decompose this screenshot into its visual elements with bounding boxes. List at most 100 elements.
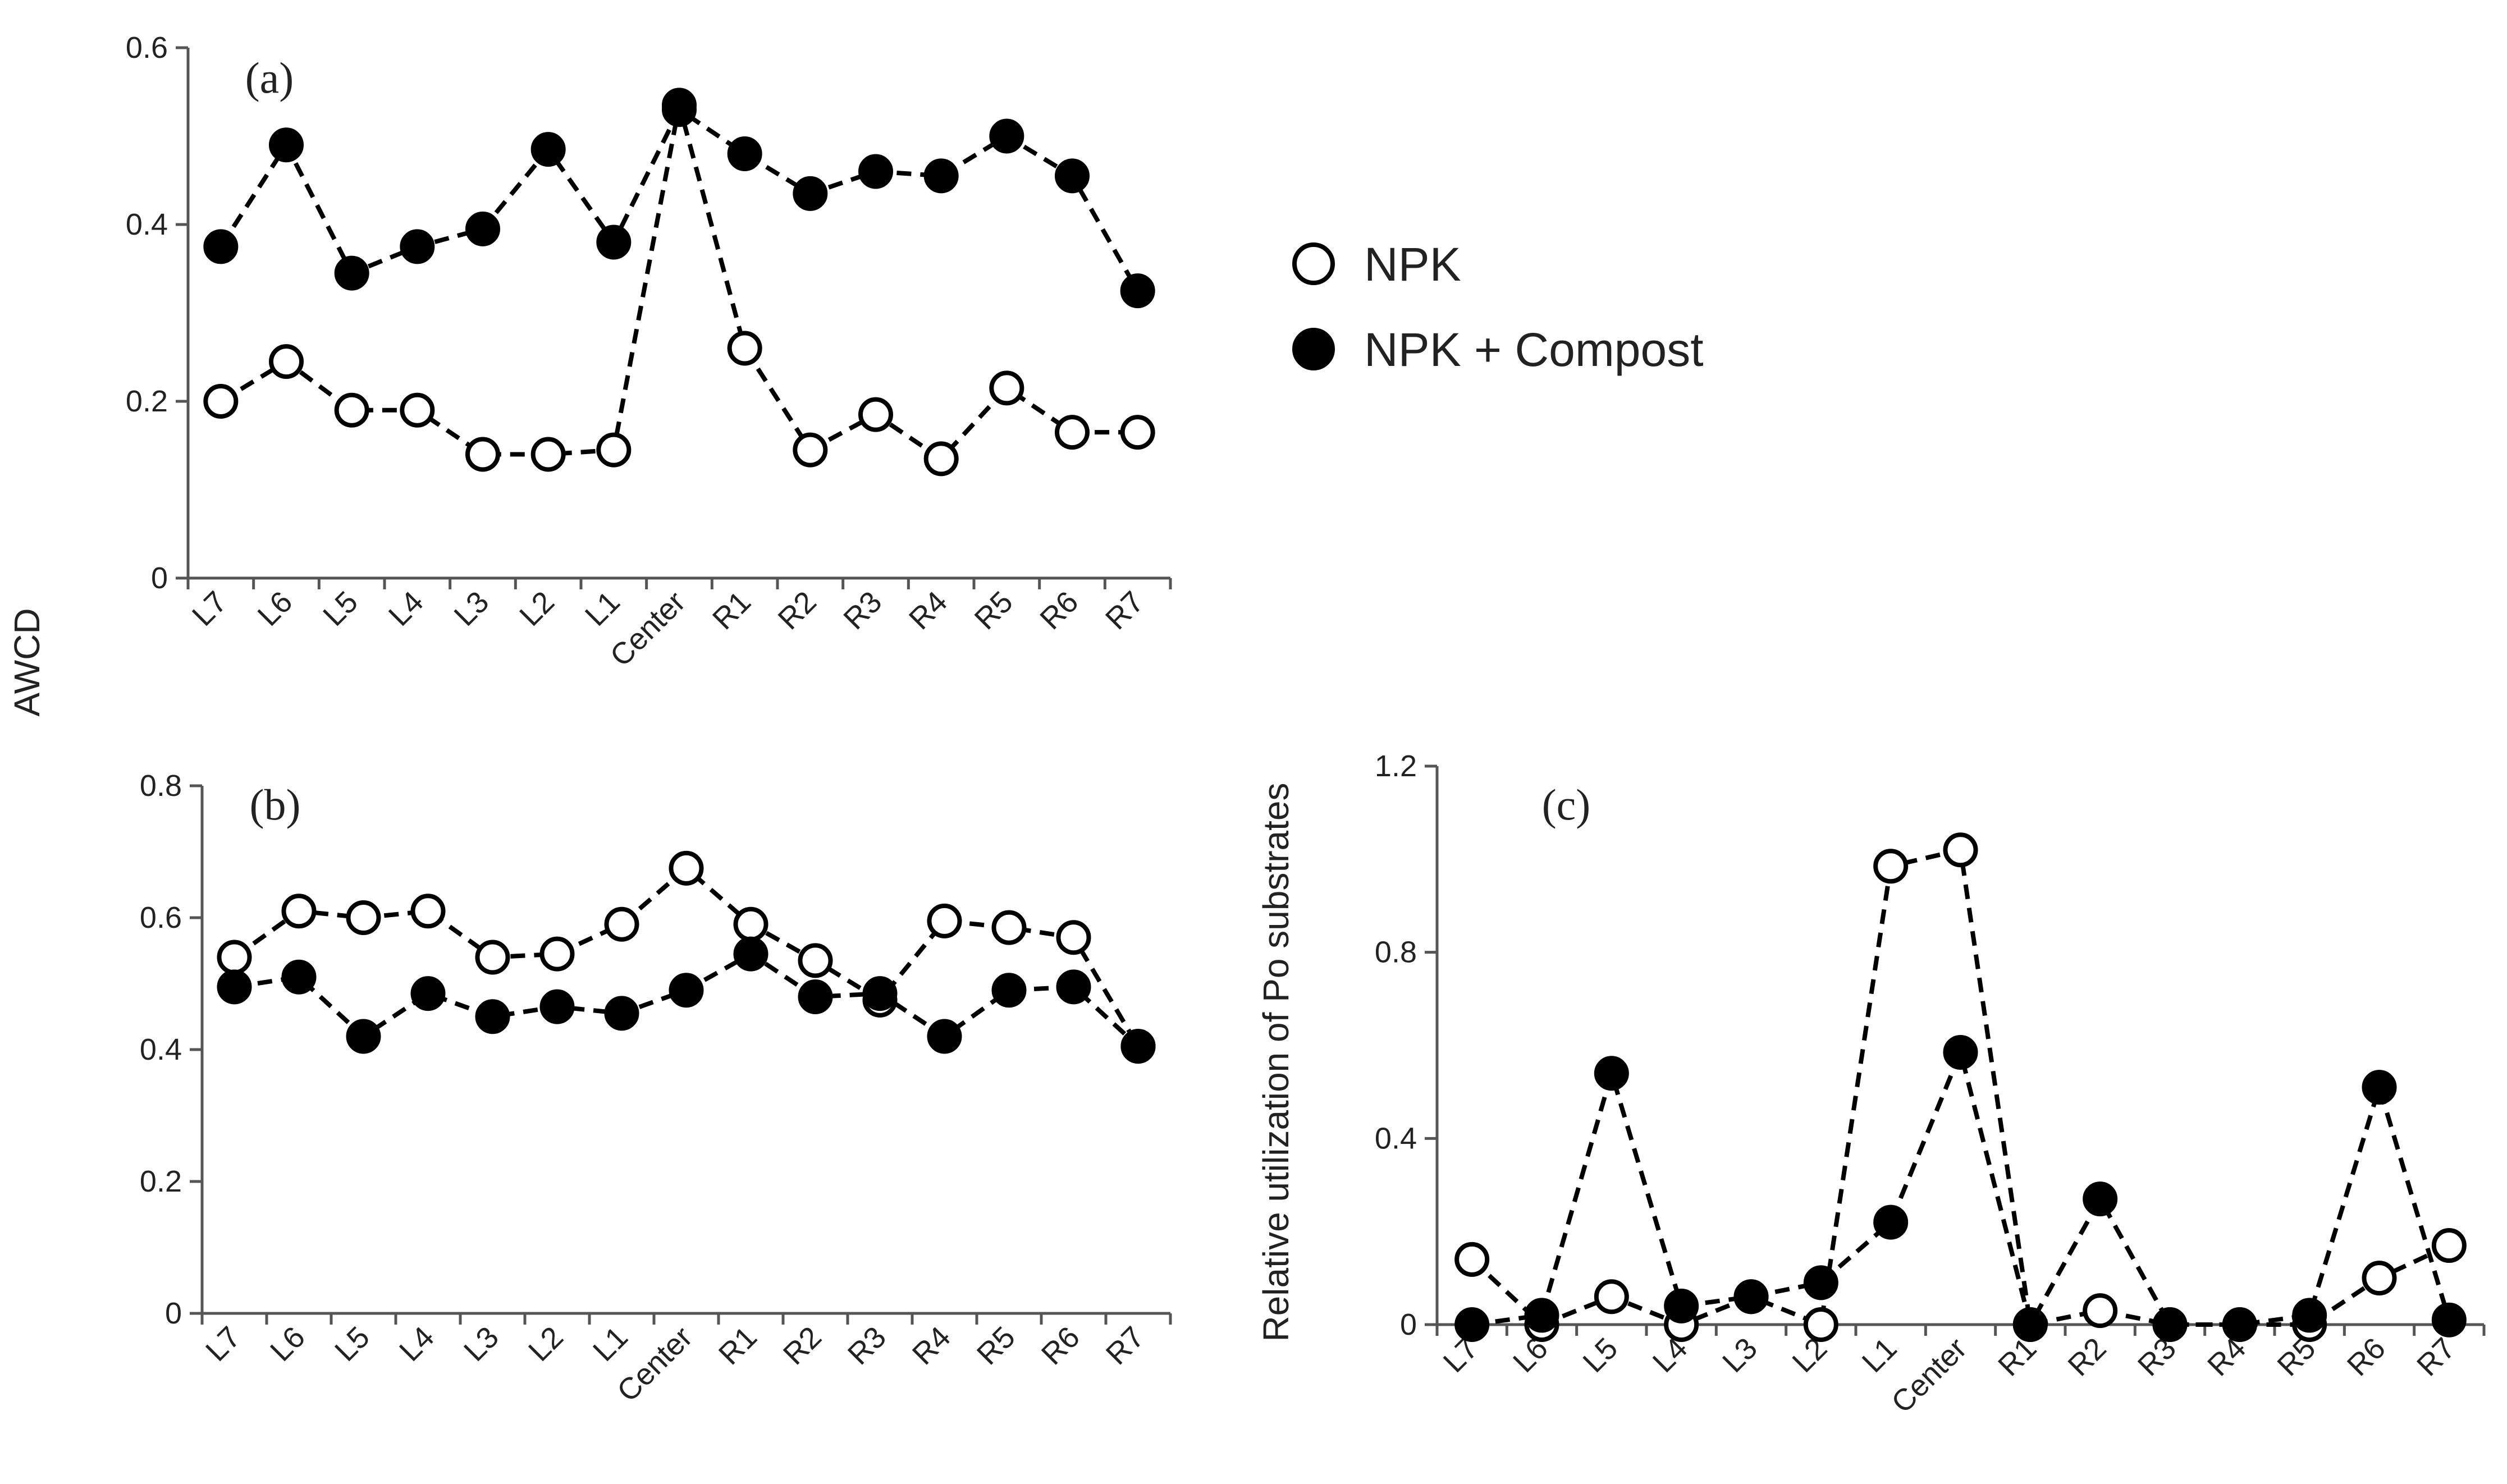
data-point-npk <box>991 910 1027 945</box>
x-tick-label: Center <box>603 585 692 673</box>
x-tick-label: L5 <box>317 585 364 633</box>
data-point-npk-compost <box>530 132 566 167</box>
data-point-npk-compost <box>1120 1029 1156 1064</box>
panel-label: (b) <box>250 780 301 829</box>
x-tick-label: L7 <box>186 585 234 633</box>
data-point-npk-compost <box>989 118 1024 154</box>
data-point-npk-compost <box>1120 273 1155 309</box>
y-tick-label: 0.2 <box>126 384 168 418</box>
data-point-npk-compost <box>400 229 435 264</box>
data-point-npk <box>604 906 639 942</box>
data-point-npk-compost <box>1524 1298 1559 1333</box>
x-tick-label: L4 <box>393 1320 441 1368</box>
x-tick-label: L3 <box>448 585 496 633</box>
data-point-npk-compost <box>1454 1307 1490 1342</box>
y-tick-label: 0.4 <box>140 1033 182 1066</box>
data-point-npk-compost <box>465 211 500 246</box>
x-tick-label: L6 <box>251 585 299 633</box>
series-line-npk <box>233 865 1140 1048</box>
x-tick-label: L5 <box>328 1320 376 1368</box>
series-line-npk-compost <box>1471 1045 2451 1331</box>
data-point-npk <box>1055 415 1090 450</box>
data-point-npk-compost <box>662 92 697 127</box>
data-point-npk <box>1803 1307 1838 1342</box>
data-point-npk <box>334 392 369 428</box>
data-point-npk <box>1594 1279 1629 1314</box>
data-point-npk-compost <box>669 973 704 1008</box>
x-tick-label: Center <box>1885 1331 1973 1419</box>
data-point-npk <box>203 384 239 419</box>
x-tick-label: R6 <box>1035 1320 1086 1371</box>
x-tick-label: R4 <box>906 1320 957 1371</box>
data-point-npk-compost <box>927 1019 962 1054</box>
y-tick-label: 0.8 <box>140 769 182 803</box>
data-point-npk-compost <box>1056 969 1091 1005</box>
data-point-npk-compost <box>1943 1034 1978 1070</box>
x-tick-label: R2 <box>777 1320 828 1371</box>
x-tick-label: L1 <box>579 585 626 633</box>
data-point-npk-compost <box>475 999 510 1034</box>
data-point-npk-compost <box>858 154 893 189</box>
data-point-npk-compost <box>862 976 898 1011</box>
data-point-npk <box>2083 1293 2118 1329</box>
data-point-npk <box>400 392 435 428</box>
shared-y-axis-label: AWCD <box>7 608 47 716</box>
data-point-npk-compost <box>604 996 639 1031</box>
x-tick-label: L1 <box>587 1320 634 1368</box>
data-point-npk <box>923 441 959 477</box>
x-tick-label: R7 <box>1099 585 1150 636</box>
data-point-npk-compost <box>2292 1298 2327 1333</box>
panel-label: (a) <box>245 53 294 102</box>
y-tick-label: 0.2 <box>140 1165 182 1198</box>
data-point-npk-compost <box>1664 1288 1699 1323</box>
y-tick-label: 0.4 <box>1375 1121 1417 1155</box>
data-point-npk <box>798 943 833 978</box>
legend-npk-marker <box>1292 242 1335 285</box>
y-tick-label: 1.2 <box>1375 749 1417 783</box>
x-tick-label: Center <box>611 1320 699 1408</box>
y-tick-label: 0.8 <box>1375 936 1417 969</box>
data-point-npk-compost <box>334 255 369 291</box>
data-point-npk <box>465 437 500 472</box>
data-point-npk-compost <box>2012 1307 2048 1342</box>
data-point-npk-compost <box>1873 1204 1909 1240</box>
data-point-npk <box>858 397 893 432</box>
x-tick-label: R3 <box>841 1320 893 1371</box>
data-point-npk <box>1056 920 1091 955</box>
data-point-npk <box>793 432 828 468</box>
data-point-npk-compost <box>539 989 575 1024</box>
data-point-npk <box>530 437 566 472</box>
data-point-npk <box>1873 849 1909 884</box>
x-tick-label: R1 <box>706 585 757 636</box>
legend-npk-label: NPK <box>1364 238 1461 291</box>
x-tick-label: L2 <box>522 1320 570 1368</box>
data-point-npk-compost <box>2152 1307 2188 1342</box>
data-point-npk-compost <box>733 936 768 972</box>
x-tick-label: L1 <box>1856 1331 1904 1379</box>
data-point-npk-compost <box>793 176 828 211</box>
data-point-npk-compost <box>798 979 833 1014</box>
x-tick-label: L2 <box>513 585 561 633</box>
data-point-npk-compost <box>269 127 304 163</box>
y-tick-label: 0 <box>165 1297 182 1330</box>
x-tick-label: R6 <box>1033 585 1085 636</box>
x-tick-label: R2 <box>2061 1331 2112 1382</box>
data-point-npk-compost <box>410 976 446 1011</box>
data-point-npk <box>346 900 381 935</box>
data-point-npk-compost <box>2083 1181 2118 1217</box>
data-point-npk <box>596 432 632 468</box>
data-point-npk <box>733 906 768 942</box>
data-point-npk-compost <box>727 136 762 171</box>
x-tick-label: R5 <box>971 1320 1022 1371</box>
data-point-npk-compost <box>2431 1302 2467 1338</box>
panel-label: (c) <box>1542 780 1591 829</box>
data-point-npk <box>269 344 304 379</box>
y-axis-label: Relative utilization of Po substrates <box>1256 782 1296 1341</box>
y-tick-label: 0.6 <box>126 31 168 65</box>
data-point-npk <box>475 940 510 975</box>
data-point-npk-compost <box>923 158 959 194</box>
data-point-npk <box>927 903 962 938</box>
